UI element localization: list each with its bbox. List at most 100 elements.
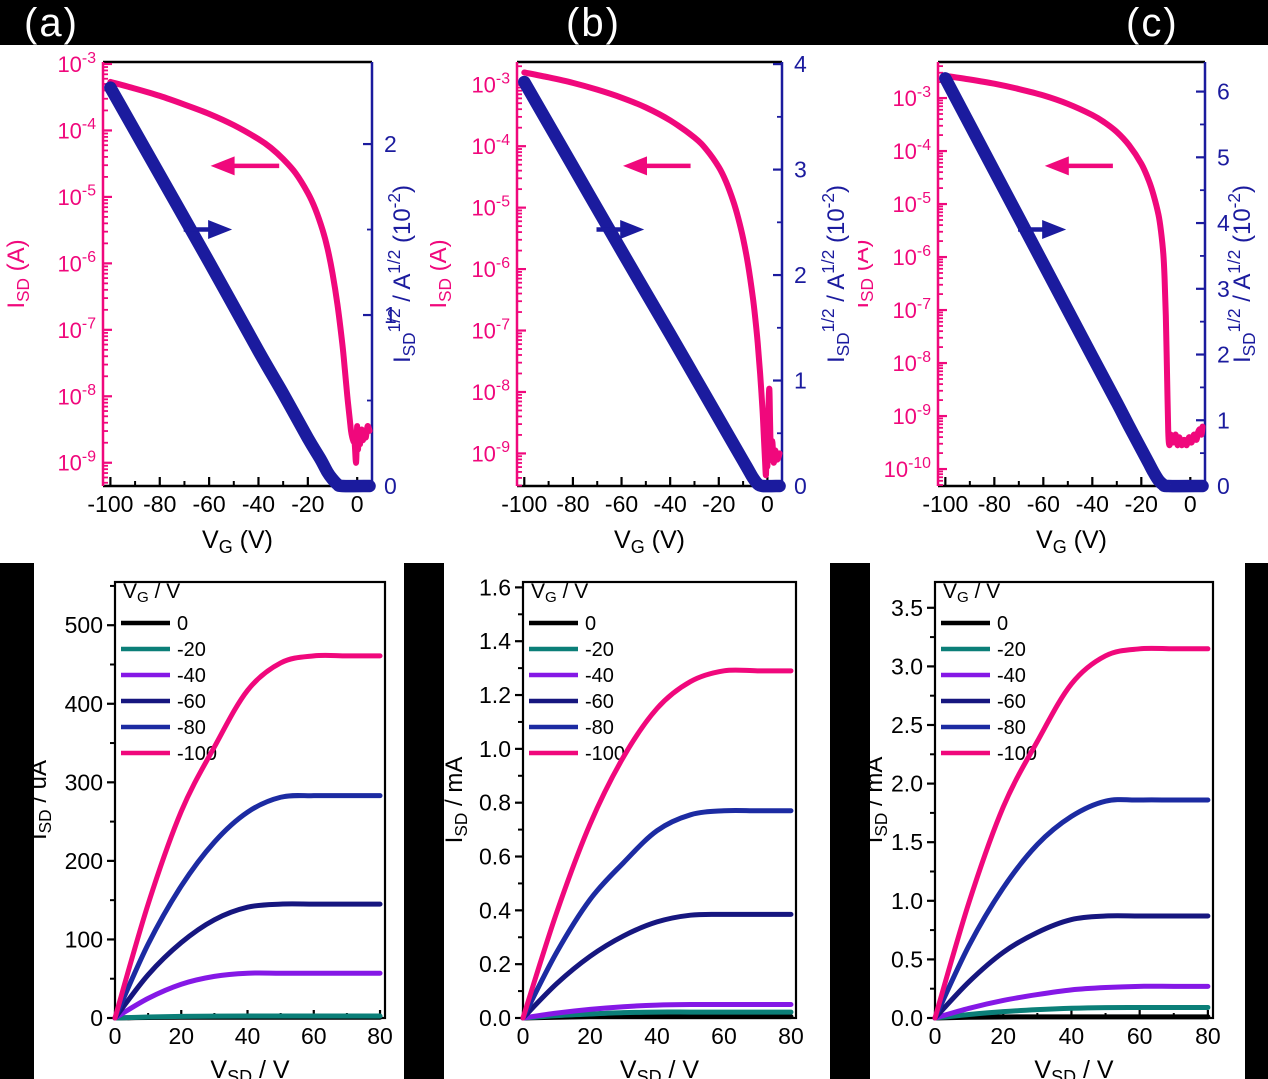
x-tick-label: -40 xyxy=(242,491,275,517)
y-tick-label: 0 xyxy=(90,1005,103,1031)
log-tick-label: 10-5 xyxy=(57,183,96,210)
legend-title: VG / V xyxy=(943,580,1000,606)
left-y-axis-label: ISD (A) xyxy=(3,239,33,308)
right-y-axis-label: ISD1/2 / A1/2 (10-2) xyxy=(384,185,419,363)
right-tick-label: 2 xyxy=(1217,342,1230,368)
axes: 0 20 40 60 80 0 100 200 300 400 500 xyxy=(65,580,393,1049)
y-tick-label: 100 xyxy=(65,926,103,952)
log-tick-label: 10-3 xyxy=(471,70,510,97)
log-tick-label: 10-9 xyxy=(57,448,96,475)
legend-label: -80 xyxy=(585,717,614,739)
legend-label: -100 xyxy=(585,743,625,765)
black-spacer xyxy=(830,563,870,1079)
legend-item: -40 xyxy=(941,665,1026,687)
legend-item: 0 xyxy=(941,613,1008,635)
curve-I_SD^1/2 xyxy=(939,72,1209,493)
right-tick-label: 6 xyxy=(1217,79,1230,105)
right-tick-label: 3 xyxy=(1217,276,1230,302)
log-tick-label: 10-4 xyxy=(892,137,931,164)
output-plot-card-f: 0 20 40 60 80 0.0 0.5 1.0 1.5 2.0 2.5 3.0 3.5 VSD / V… xyxy=(870,563,1245,1079)
output-plot-card-e: 0 20 40 60 80 0.0 0.2 0.4 0.6 0.8 1.0 1.2 1.4 1.6 VSD … xyxy=(444,563,830,1079)
y-tick-label: 500 xyxy=(65,612,103,638)
x-tick-label: 20 xyxy=(990,1023,1016,1049)
legend-item: -80 xyxy=(121,717,206,739)
top-black-bar: (a) (b) (c) xyxy=(0,0,1268,45)
legend-label: -40 xyxy=(585,665,614,687)
x-tick-label: 40 xyxy=(235,1023,261,1049)
x-tick-label: 60 xyxy=(301,1023,327,1049)
legend-item: -40 xyxy=(529,665,614,687)
legend: VG / V 0 -20 -40 -60 -80 -100 xyxy=(121,580,217,765)
log-tick-label: 10-4 xyxy=(471,132,510,159)
curve-I_SD xyxy=(942,72,1206,449)
panel-label-a: (a) xyxy=(24,1,79,45)
curve--100 xyxy=(520,667,794,1021)
right-tick-label: 1 xyxy=(384,302,397,328)
transfer-plot-a: -100 -80 -60 -40 -20 0 10-3 10-4 10-5 10-6 10-7 10-… xyxy=(3,50,419,557)
log-tick-label: 10-4 xyxy=(57,116,96,143)
legend-label: -60 xyxy=(997,691,1026,713)
y-tick-label: 0.8 xyxy=(479,790,511,816)
y-tick-label: 1.0 xyxy=(479,736,511,762)
legend-item: -40 xyxy=(121,665,206,687)
x-tick-label: -20 xyxy=(1125,491,1158,517)
transfer-plot-b: -100 -80 -60 -40 -20 0 10-3 10-4 10-5 10-6 10-7 10-… xyxy=(430,51,853,557)
legend-label: -60 xyxy=(177,691,206,713)
legend-label: -20 xyxy=(585,639,614,661)
curve--40 xyxy=(932,983,1211,1021)
panel-label-b: (b) xyxy=(566,1,621,45)
left-axis-arrow xyxy=(1044,156,1113,176)
log-tick-label: 10-6 xyxy=(471,255,510,282)
left-y-axis-label: ISD (A) xyxy=(430,239,455,308)
x-tick-label: -100 xyxy=(501,491,547,517)
curve--60 xyxy=(112,901,383,1021)
legend-label: -80 xyxy=(177,717,206,739)
y-tick-label: 3.0 xyxy=(891,653,923,679)
log-tick-label: 10-7 xyxy=(471,316,510,343)
legend-label: -40 xyxy=(997,665,1026,687)
x-axis-label: VG (V) xyxy=(614,526,685,557)
x-tick-label: 20 xyxy=(168,1023,194,1049)
curve-I_SD xyxy=(521,69,783,479)
x-tick-label: 0 xyxy=(517,1023,530,1049)
x-axis-label: VSD / V xyxy=(620,1056,700,1079)
curve--100 xyxy=(112,652,383,1021)
x-tick-label: 80 xyxy=(778,1023,804,1049)
x-axis-label: VSD / V xyxy=(210,1056,290,1079)
x-tick-label: 40 xyxy=(644,1023,670,1049)
x-tick-label: 0 xyxy=(1184,491,1197,517)
left-axis-arrow xyxy=(623,156,691,176)
axes: -100 -80 -60 -40 -20 0 10-3 10-4 10-5 10-6 10-7 10-… xyxy=(471,51,807,517)
legend-label: -20 xyxy=(177,639,206,661)
x-tick-label: 0 xyxy=(929,1023,942,1049)
curve--80 xyxy=(932,797,1211,1021)
x-tick-label: 60 xyxy=(711,1023,737,1049)
x-axis-label: VG (V) xyxy=(1036,526,1107,557)
curve--20 xyxy=(520,1009,794,1021)
y-tick-label: 300 xyxy=(65,769,103,795)
y-tick-label: 1.2 xyxy=(479,682,511,708)
output-plot-d: 0 20 40 60 80 0 100 200 300 400 500 VSD / V ISD / uA… xyxy=(34,580,393,1079)
y-tick-label: 1.4 xyxy=(479,628,511,654)
output-plot-card-d: 0 20 40 60 80 0 100 200 300 400 500 VSD / V ISD / uA… xyxy=(34,563,404,1079)
x-axis-label: VSD / V xyxy=(1034,1056,1114,1079)
x-tick-label: -100 xyxy=(87,491,133,517)
log-tick-label: 10-7 xyxy=(892,296,931,323)
x-axis-label: VG (V) xyxy=(202,526,273,557)
x-tick-label: 40 xyxy=(1059,1023,1085,1049)
x-tick-label: 20 xyxy=(577,1023,603,1049)
y-tick-label: 0.0 xyxy=(479,1005,511,1031)
right-axis-arrow xyxy=(183,219,233,239)
log-tick-label: 10-8 xyxy=(471,378,510,405)
x-tick-label: -20 xyxy=(291,491,324,517)
legend-label: -40 xyxy=(177,665,206,687)
legend-label: 0 xyxy=(177,613,188,635)
right-axis-arrow xyxy=(596,219,645,239)
y-axis-label: ISD / mA xyxy=(870,757,891,844)
transfer-curves-row: -100 -80 -60 -40 -20 0 10-3 10-4 10-5 10-6 10-7 10-… xyxy=(0,45,1268,563)
right-tick-label: 5 xyxy=(1217,144,1230,170)
x-tick-label: 0 xyxy=(109,1023,122,1049)
legend-item: -20 xyxy=(941,639,1026,661)
right-tick-label: 0 xyxy=(384,473,397,499)
right-tick-label: 0 xyxy=(1217,473,1230,499)
